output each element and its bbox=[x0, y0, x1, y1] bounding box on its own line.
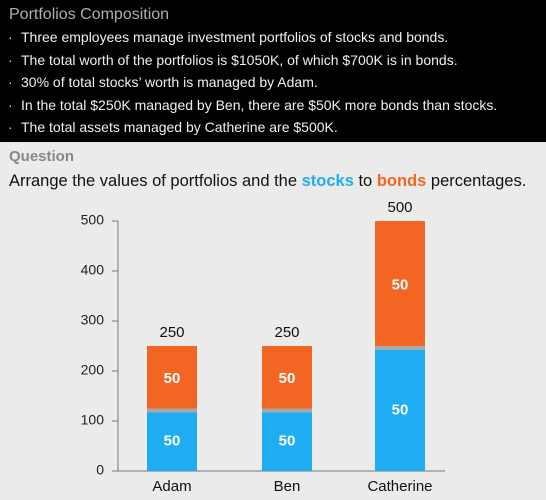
y-tick-label: 500 bbox=[81, 212, 105, 228]
total-label: 250 bbox=[159, 324, 184, 341]
segment-label: 50 bbox=[164, 433, 181, 450]
question-highlight: bonds bbox=[376, 172, 427, 190]
total-label: 500 bbox=[387, 199, 412, 216]
premise-list: Three employees manage investment portfo… bbox=[8, 29, 497, 142]
segment-divider bbox=[262, 408, 312, 413]
x-tick-label: Catherine bbox=[367, 478, 432, 495]
question-fragment: to bbox=[353, 172, 377, 190]
premise-item: Three employees manage investment portfo… bbox=[8, 29, 497, 52]
x-tick-label: Adam bbox=[152, 478, 191, 495]
segment-label: 50 bbox=[164, 370, 181, 387]
bar-segment bbox=[262, 346, 312, 409]
y-tick-label: 200 bbox=[81, 362, 105, 378]
question-text: Arrange the values of portfolios and the… bbox=[9, 172, 526, 191]
question-label: Question bbox=[9, 148, 75, 165]
y-tick-label: 400 bbox=[81, 262, 105, 278]
bar-segment bbox=[375, 221, 425, 346]
total-label: 250 bbox=[274, 324, 299, 341]
x-tick-label: Ben bbox=[274, 478, 301, 495]
question-fragment: percentages. bbox=[426, 172, 527, 190]
bar-segment bbox=[375, 346, 425, 471]
segment-label: 50 bbox=[279, 433, 296, 450]
segment-label: 50 bbox=[279, 370, 296, 387]
premise-item: 30% of total stocks’ worth is managed by… bbox=[8, 74, 497, 97]
segment-label: 50 bbox=[392, 401, 409, 418]
bar-segment bbox=[262, 408, 312, 471]
segment-divider bbox=[147, 408, 197, 413]
segment-divider bbox=[375, 346, 425, 350]
y-tick-label: 100 bbox=[81, 412, 105, 428]
y-tick-label: 0 bbox=[96, 462, 104, 478]
question-fragment: Arrange the values of portfolios and the bbox=[9, 172, 302, 190]
question-highlight: stocks bbox=[301, 172, 354, 190]
premise-item: The total worth of the portfolios is $10… bbox=[8, 52, 497, 75]
premise-title: Portfolios Composition bbox=[9, 6, 170, 23]
segment-label: 50 bbox=[392, 276, 409, 293]
premise-item: In the total $250K managed by Ben, there… bbox=[8, 97, 497, 120]
bar-segment bbox=[147, 408, 197, 471]
bar-segment bbox=[147, 346, 197, 409]
premise-panel: Portfolios Composition Three employees m… bbox=[0, 0, 546, 142]
y-tick-label: 300 bbox=[81, 312, 105, 328]
premise-item: The total assets managed by Catherine ar… bbox=[8, 119, 497, 142]
